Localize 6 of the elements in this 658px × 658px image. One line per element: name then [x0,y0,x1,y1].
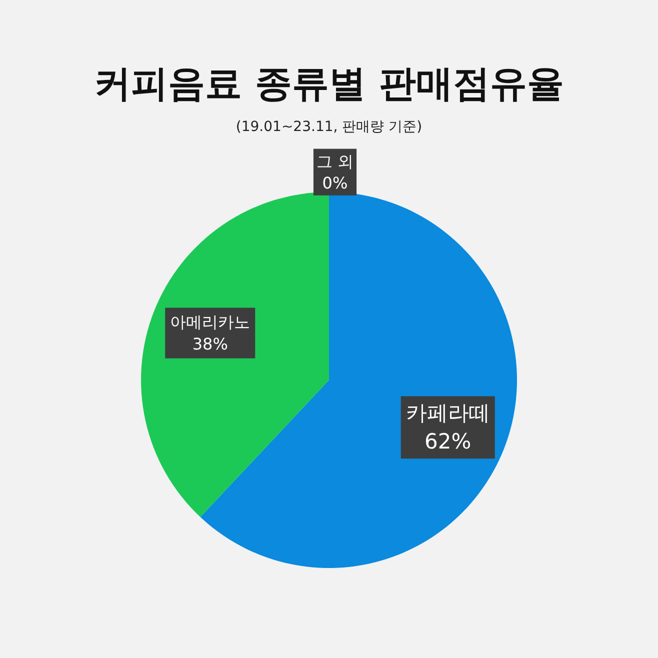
subtitle: (19.01~23.11, 판매량 기준) [236,119,422,135]
title: 커피음료 종류별 판매점유율 [94,62,564,105]
data-label: 38% [192,334,228,354]
slice-label: 카페라떼 [406,401,490,426]
data-label: 62% [424,430,472,454]
slice-label: 아메리카노 [170,312,250,332]
